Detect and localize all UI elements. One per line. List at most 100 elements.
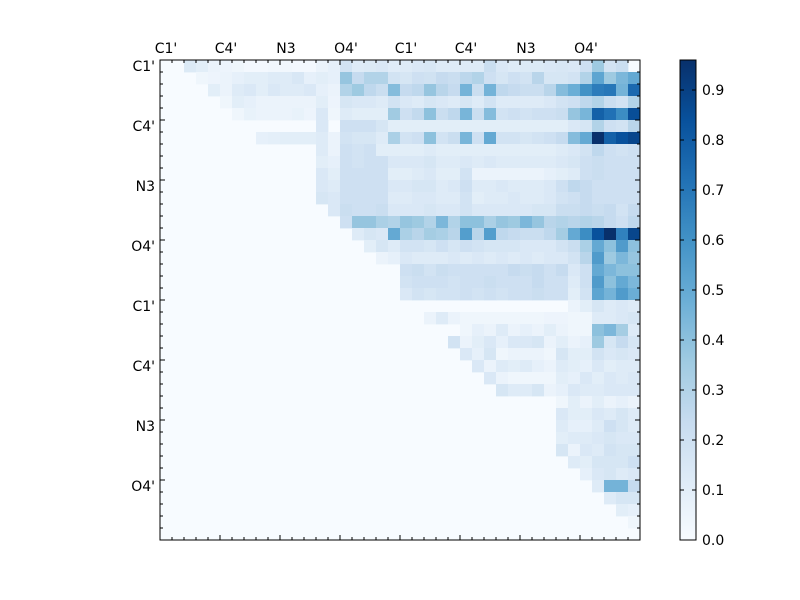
heatmap-cell — [580, 60, 593, 73]
heatmap-cell — [424, 108, 437, 121]
heatmap-cell — [424, 72, 437, 85]
heatmap-cell — [352, 204, 365, 217]
heatmap-cell — [520, 384, 533, 397]
x-tick-label: O4' — [334, 41, 358, 57]
heatmap-cell — [448, 132, 461, 145]
heatmap-cell — [592, 132, 605, 145]
heatmap-cell — [424, 264, 437, 277]
heatmap-cell — [616, 204, 629, 217]
heatmap-cell — [628, 384, 641, 397]
heatmap-cell — [520, 324, 533, 337]
heatmap-cell — [280, 108, 293, 121]
heatmap-cell — [196, 72, 209, 85]
heatmap-cell — [448, 168, 461, 181]
heatmap-cell — [604, 132, 617, 145]
heatmap-cell — [532, 264, 545, 277]
heatmap-cell — [616, 432, 629, 445]
heatmap-cell — [592, 300, 605, 313]
heatmap-cell — [268, 108, 281, 121]
heatmap-cell — [604, 396, 617, 409]
heatmap-cell — [628, 96, 641, 109]
heatmap-cell — [592, 276, 605, 289]
heatmap-cell — [544, 144, 557, 157]
heatmap-cell — [412, 60, 425, 73]
heatmap-cell — [604, 84, 617, 97]
heatmap-cell — [232, 84, 245, 97]
heatmap-cell — [484, 156, 497, 169]
heatmap-cell — [376, 228, 389, 241]
heatmap-cell — [388, 96, 401, 109]
heatmap-cell — [508, 360, 521, 373]
heatmap-cell — [292, 108, 305, 121]
heatmap-cell — [436, 240, 449, 253]
heatmap-cell — [472, 168, 485, 181]
heatmap-cell — [460, 120, 473, 133]
heatmap-cell — [460, 264, 473, 277]
heatmap-cell — [376, 252, 389, 265]
heatmap-cell — [628, 216, 641, 229]
heatmap-cell — [532, 336, 545, 349]
x-tick-label: C4' — [215, 41, 238, 57]
heatmap-cell — [448, 252, 461, 265]
heatmap-cell — [580, 276, 593, 289]
heatmap-cell — [412, 204, 425, 217]
heatmap-cell — [364, 180, 377, 193]
heatmap-cell — [484, 84, 497, 97]
heatmap-cell — [580, 204, 593, 217]
heatmap-cell — [412, 288, 425, 301]
heatmap-cell — [544, 108, 557, 121]
heatmap-cell — [352, 60, 365, 73]
heatmap-cell — [544, 336, 557, 349]
heatmap-cell — [616, 372, 629, 385]
heatmap-cell — [400, 84, 413, 97]
heatmap-cell — [544, 324, 557, 337]
heatmap-cell — [604, 324, 617, 337]
heatmap-cell — [544, 84, 557, 97]
heatmap-cell — [436, 60, 449, 73]
heatmap-cell — [580, 180, 593, 193]
heatmap-cell — [244, 96, 257, 109]
heatmap-cell — [400, 216, 413, 229]
heatmap-cell — [592, 144, 605, 157]
heatmap-cell — [568, 312, 581, 325]
heatmap-cell — [592, 120, 605, 133]
heatmap-cell — [400, 252, 413, 265]
heatmap-cell — [532, 84, 545, 97]
heatmap-cell — [604, 120, 617, 133]
heatmap-cell — [616, 456, 629, 469]
heatmap-cell — [628, 312, 641, 325]
heatmap-cell — [472, 336, 485, 349]
heatmap-cell — [484, 96, 497, 109]
heatmap-cell — [616, 228, 629, 241]
heatmap-cell — [472, 216, 485, 229]
y-tick-labels: C1' C4' N3 O4' C1' C4' N3 O4' — [131, 59, 155, 495]
heatmap-cell — [508, 384, 521, 397]
heatmap-cell — [616, 336, 629, 349]
heatmap-cell — [304, 60, 317, 73]
heatmap-cell — [460, 252, 473, 265]
heatmap-cell — [472, 96, 485, 109]
heatmap-cell — [460, 96, 473, 109]
heatmap-cell — [424, 156, 437, 169]
heatmap-cell — [580, 240, 593, 253]
heatmap-cell — [424, 204, 437, 217]
heatmap-cell — [616, 408, 629, 421]
heatmap-cell — [568, 228, 581, 241]
heatmap-cell — [616, 396, 629, 409]
heatmap-cell — [340, 96, 353, 109]
colorbar-tick-label: 0.8 — [702, 133, 724, 149]
heatmap-cell — [520, 108, 533, 121]
heatmap-cell — [532, 132, 545, 145]
heatmap-cell — [496, 156, 509, 169]
heatmap-cell — [340, 216, 353, 229]
heatmap-cell — [556, 360, 569, 373]
heatmap-cell — [544, 168, 557, 181]
heatmap-cell — [508, 180, 521, 193]
heatmap-cell — [244, 60, 257, 73]
heatmap-cell — [508, 120, 521, 133]
heatmap-cell — [616, 504, 629, 517]
heatmap-cell — [532, 360, 545, 373]
heatmap-cell — [412, 108, 425, 121]
x-tick-label: C4' — [455, 41, 478, 57]
heatmap-cell — [448, 72, 461, 85]
